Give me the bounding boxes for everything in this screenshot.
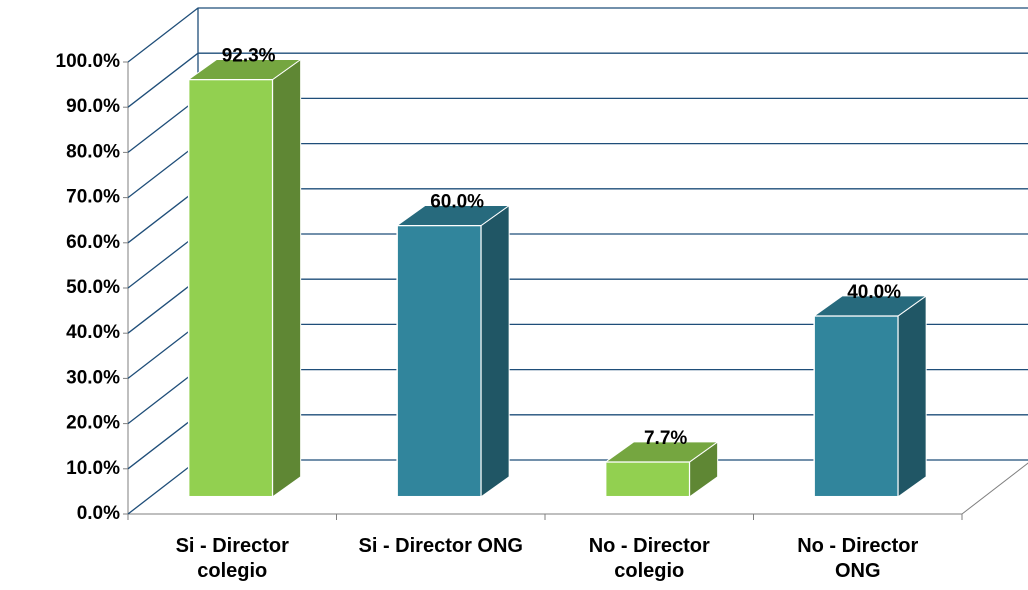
grid-line (127, 7, 1028, 63)
bar-top (395, 205, 511, 227)
floor-edge (961, 462, 1028, 515)
y-tick-label: 90.0% (66, 96, 120, 117)
x-tick-label: No - Director ONG (797, 535, 919, 582)
data-label: 40.0% (847, 282, 901, 303)
bar-front (604, 461, 691, 498)
y-tick-label: 30.0% (66, 367, 120, 388)
data-label: 60.0% (430, 192, 484, 213)
bar-top (812, 295, 928, 317)
y-tick-label: 100.0% (56, 51, 121, 72)
bar-front (396, 224, 482, 498)
y-tick-label: 60.0% (66, 232, 120, 253)
y-tick-label: 20.0% (66, 413, 120, 434)
bar-side (480, 204, 510, 498)
bar-side (272, 58, 302, 498)
bar-top (604, 441, 720, 463)
y-tick-label: 0.0% (77, 503, 120, 524)
y-tick-label: 10.0% (66, 458, 120, 479)
data-label: 92.3% (222, 46, 276, 67)
bar-front (813, 315, 899, 498)
bar-side (897, 294, 927, 498)
bar-front (187, 78, 274, 498)
bar-top (187, 59, 303, 81)
grid-line (127, 52, 1028, 108)
y-tick-label: 40.0% (66, 322, 120, 343)
x-tick-label: Si - Director colegio (175, 535, 289, 582)
data-label: 7.7% (644, 428, 687, 449)
y-tick-label: 80.0% (66, 141, 120, 162)
y-tick-label: 70.0% (66, 187, 120, 208)
x-tick-label: Si - Director ONG (358, 535, 523, 557)
x-tick-label: No - Director colegio (588, 535, 710, 582)
y-tick-label: 50.0% (66, 277, 120, 298)
